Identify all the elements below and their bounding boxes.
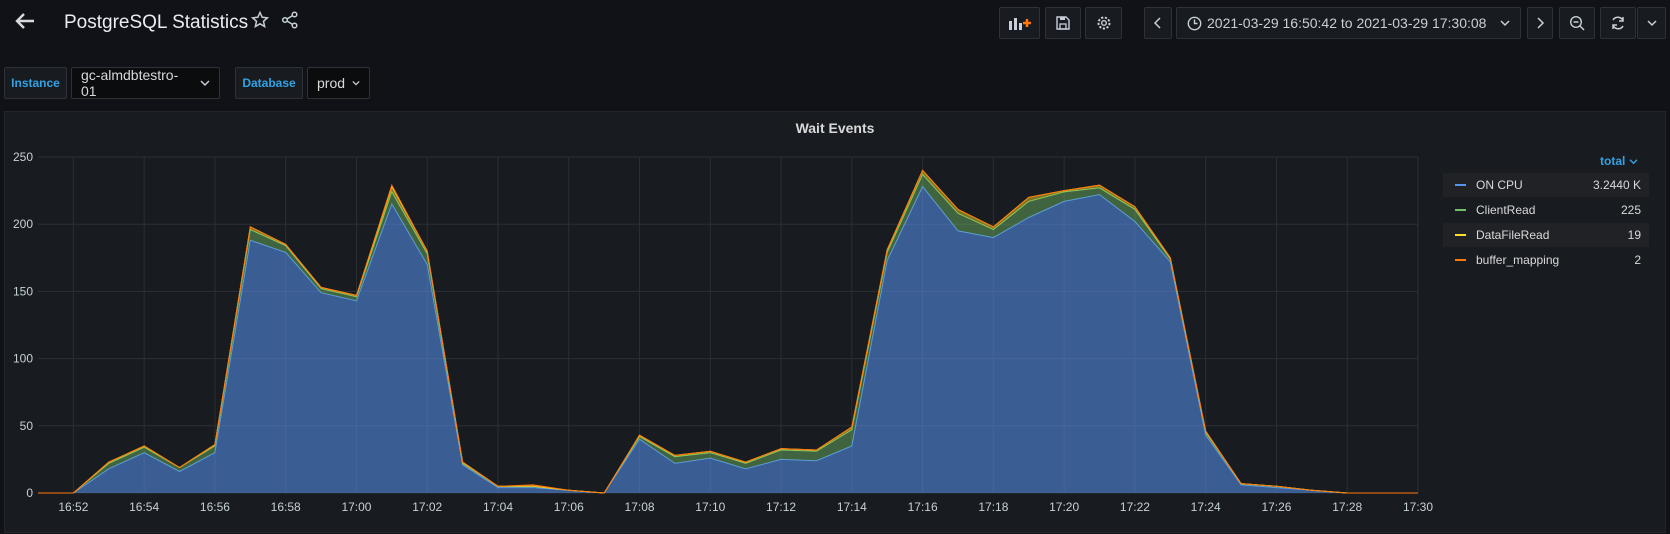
save-button[interactable] [1045, 7, 1081, 39]
chevron-down-icon [1629, 159, 1638, 165]
panel-title[interactable]: Wait Events [795, 120, 875, 136]
legend-header-label: total [1600, 154, 1626, 168]
share-button[interactable] [279, 11, 301, 33]
database-variable-label: Database [235, 67, 303, 99]
time-range-picker[interactable]: 2021-03-29 16:50:42 to 2021-03-29 17:30:… [1176, 7, 1521, 39]
legend-series-total: 2 [1634, 253, 1641, 267]
x-tick-label: 17:22 [1120, 500, 1150, 514]
y-tick-label: 0 [26, 486, 33, 500]
x-tick-label: 17:24 [1191, 500, 1221, 514]
refresh-icon [1612, 16, 1624, 30]
x-tick-label: 17:30 [1403, 500, 1433, 514]
chevron-down-icon [1500, 20, 1510, 27]
chevron-right-icon [1537, 17, 1545, 29]
add-panel-icon [1008, 18, 1031, 30]
legend-item[interactable]: DataFileRead 19 [1443, 223, 1649, 247]
x-tick-label: 17:06 [554, 500, 584, 514]
x-tick-label: 17:10 [695, 500, 725, 514]
legend-item[interactable]: buffer_mapping 2 [1443, 248, 1649, 272]
x-tick-label: 17:12 [766, 500, 796, 514]
series-line-on-cpu [38, 185, 1418, 494]
chevron-down-icon [1646, 20, 1657, 27]
legend-series-name[interactable]: DataFileRead [1476, 228, 1550, 242]
refresh-interval-dropdown[interactable] [1637, 7, 1666, 39]
zoom-out-button[interactable] [1559, 7, 1595, 39]
dashboard-header: PostgreSQL Statistics 2021-03-29 16:50:4… [0, 0, 1670, 48]
legend-swatch [1455, 259, 1466, 261]
y-tick-label: 150 [13, 284, 33, 298]
x-tick-label: 17:28 [1332, 500, 1362, 514]
chevron-left-icon [1153, 17, 1161, 29]
x-tick-label: 17:04 [483, 500, 513, 514]
legend-sort-total[interactable]: total [1600, 154, 1640, 168]
x-tick-label: 17:08 [625, 500, 655, 514]
x-tick-label: 17:14 [837, 500, 867, 514]
save-icon [1056, 16, 1070, 30]
back-button[interactable] [14, 10, 40, 36]
arrow-left-icon [15, 13, 34, 29]
gear-icon [1097, 16, 1110, 30]
x-tick-label: 17:26 [1261, 500, 1291, 514]
y-tick-label: 250 [13, 150, 33, 164]
refresh-button[interactable] [1600, 7, 1636, 39]
chevron-down-icon [200, 80, 210, 87]
legend-series-total: 3.2440 K [1592, 178, 1641, 192]
settings-button[interactable] [1085, 7, 1122, 39]
legend-series-total: 225 [1620, 203, 1641, 217]
clock-icon [1187, 16, 1202, 30]
legend-series-name[interactable]: buffer_mapping [1476, 253, 1560, 267]
zoom-out-icon [1569, 15, 1585, 31]
legend-series-name[interactable]: ON CPU [1476, 178, 1523, 192]
database-variable-value: prod [317, 75, 346, 91]
y-tick-label: 50 [20, 419, 34, 433]
database-variable-select[interactable]: prod [307, 67, 370, 99]
x-tick-label: 16:56 [200, 500, 230, 514]
x-tick-label: 17:02 [412, 500, 442, 514]
x-tick-label: 16:58 [271, 500, 301, 514]
y-tick-label: 100 [13, 352, 33, 366]
series-line-buffer-mapping [38, 169, 1418, 494]
legend-swatch [1455, 234, 1466, 236]
add-panel-button[interactable] [999, 7, 1040, 39]
legend-series-name[interactable]: ClientRead [1476, 203, 1536, 217]
share-icon [281, 11, 298, 29]
series-area-on-cpu [38, 186, 1418, 493]
time-back-button[interactable] [1144, 7, 1172, 39]
legend-item[interactable]: ON CPU 3.2440 K [1443, 173, 1649, 197]
legend-item[interactable]: ClientRead 225 [1443, 198, 1649, 222]
x-tick-label: 17:16 [908, 500, 938, 514]
x-tick-label: 16:54 [129, 500, 159, 514]
dashboard-title: PostgreSQL Statistics [64, 12, 249, 33]
x-tick-label: 16:52 [58, 500, 88, 514]
x-tick-label: 17:18 [978, 500, 1008, 514]
legend-swatch [1455, 184, 1466, 186]
legend-series-total: 19 [1627, 228, 1641, 242]
time-range-label: 2021-03-29 16:50:42 to 2021-03-29 17:30:… [1207, 15, 1487, 31]
x-tick-label: 17:20 [1049, 500, 1079, 514]
star-icon [250, 10, 270, 29]
legend-swatch [1455, 209, 1466, 211]
star-button[interactable] [249, 10, 271, 33]
chevron-down-icon [352, 80, 360, 86]
instance-variable-value: gc-almdbtestro-01 [81, 67, 179, 99]
y-tick-label: 200 [13, 217, 33, 231]
x-tick-label: 17:00 [341, 500, 371, 514]
instance-variable-select[interactable]: gc-almdbtestro-01 [71, 67, 220, 99]
instance-variable-label: Instance [4, 67, 67, 99]
time-forward-button[interactable] [1527, 7, 1553, 39]
